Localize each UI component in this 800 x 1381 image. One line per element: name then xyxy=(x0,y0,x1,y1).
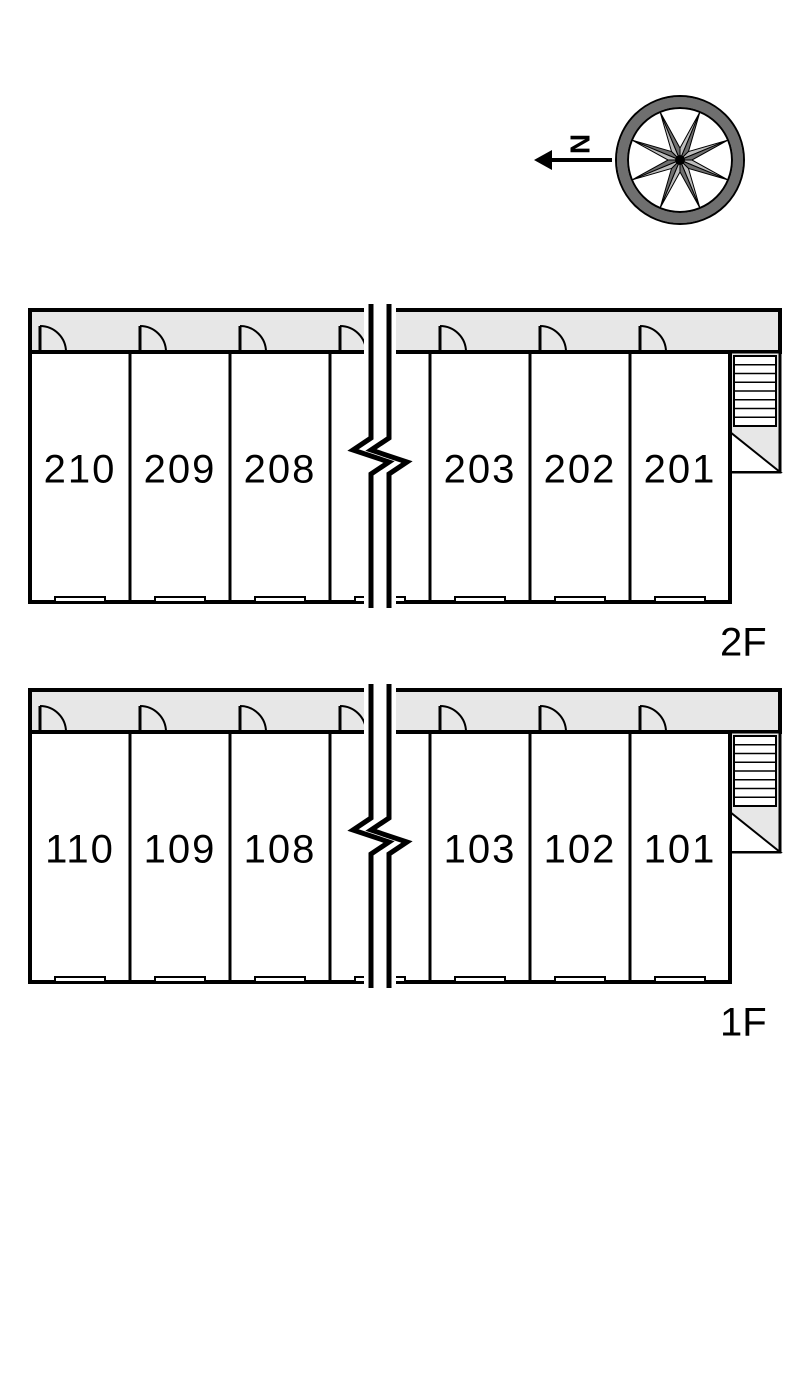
window-icon xyxy=(155,597,205,602)
window-icon xyxy=(655,977,705,982)
floor-2F: 210 209 208 203 202 201 2F xyxy=(30,302,780,665)
window-icon xyxy=(55,977,105,982)
room-label: 210 xyxy=(44,448,117,492)
room-label: 110 xyxy=(45,828,115,872)
window-icon xyxy=(555,597,605,602)
floor-1F: 110 109 108 103 102 101 1F xyxy=(30,682,780,1045)
room-label: 209 xyxy=(144,448,217,492)
hallway xyxy=(30,310,780,352)
window-icon xyxy=(655,597,705,602)
room-label: 102 xyxy=(544,828,617,872)
room-label: 201 xyxy=(644,448,717,492)
floor-label: 2F xyxy=(720,621,767,665)
north-label: N xyxy=(564,134,595,154)
floor-label: 1F xyxy=(720,1001,767,1045)
room-label: 202 xyxy=(544,448,617,492)
room-label: 108 xyxy=(244,828,317,872)
room-label: 101 xyxy=(644,828,717,872)
room-label: 208 xyxy=(244,448,317,492)
room-label: 103 xyxy=(444,828,517,872)
window-icon xyxy=(455,977,505,982)
room-label: 109 xyxy=(144,828,217,872)
compass-rose: N xyxy=(534,96,744,224)
window-icon xyxy=(55,597,105,602)
window-icon xyxy=(455,597,505,602)
window-icon xyxy=(155,977,205,982)
room-label: 203 xyxy=(444,448,517,492)
window-icon xyxy=(255,597,305,602)
north-arrow-head xyxy=(534,150,552,170)
hallway xyxy=(30,690,780,732)
window-icon xyxy=(555,977,605,982)
window-icon xyxy=(255,977,305,982)
